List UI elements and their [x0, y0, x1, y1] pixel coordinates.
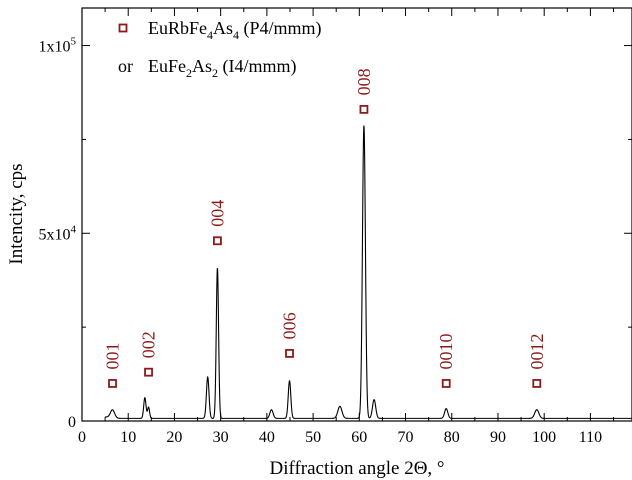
x-tick-label: 70 [398, 429, 414, 446]
peak-label: 0012 [527, 333, 547, 369]
peak-label: 002 [139, 331, 159, 358]
x-tick-label: 60 [351, 429, 367, 446]
peak-marker [108, 379, 117, 388]
peak-marker [285, 349, 294, 358]
peak-marker [441, 379, 451, 388]
plot-frame [81, 7, 632, 422]
x-tick-label: 80 [444, 429, 460, 446]
x-tick-label: 10 [120, 429, 136, 446]
y-tick-label: 5x104 [39, 223, 77, 243]
x-tick-label: 0 [78, 429, 86, 446]
peak-label: 004 [207, 200, 227, 227]
axis-tick-labels: 0 10 20 30 40 50 60 70 80 90 100 110 0 5x104 1x105 [39, 36, 603, 446]
legend-entry: EuFe2As2 (I4/mmm) [148, 56, 297, 80]
peak-marker [532, 379, 542, 388]
x-axis-title: Diffraction angle 2Θ, ° [269, 458, 444, 479]
x-tick-label: 100 [532, 429, 556, 446]
x-tick-label: 30 [213, 429, 229, 446]
legend-marker [118, 23, 128, 33]
y-axis-title: Intencity, cps [6, 163, 27, 264]
peak-label: 008 [354, 68, 374, 95]
peak-label: 006 [280, 312, 300, 339]
peak-marker [144, 367, 153, 377]
x-tick-label: 50 [305, 429, 321, 446]
y-tick-label: 0 [68, 414, 76, 431]
legend-prefix: or [118, 56, 133, 76]
peak-markers [108, 104, 542, 388]
peak-label: 001 [103, 342, 123, 369]
x-tick-label: 20 [166, 429, 182, 446]
x-tick-label: 40 [259, 429, 275, 446]
legend: EuRbFe4As4 (P4/mmm) or EuFe2As2 (I4/mmm) [118, 18, 322, 80]
legend-entry: EuRbFe4As4 (P4/mmm) [148, 18, 322, 42]
peak-labels: 001 002 004 006 008 0010 0012 [103, 68, 547, 369]
x-tick-label: 110 [579, 429, 602, 446]
peak-marker [359, 104, 369, 114]
peak-marker [213, 236, 222, 246]
peak-label: 0010 [436, 333, 456, 369]
diffraction-pattern-line [105, 125, 632, 419]
x-tick-label: 90 [490, 429, 506, 446]
y-tick-label: 1x105 [39, 36, 77, 56]
